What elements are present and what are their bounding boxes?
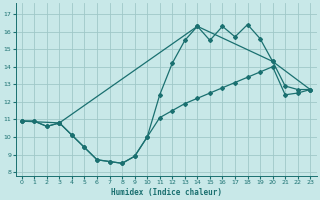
X-axis label: Humidex (Indice chaleur): Humidex (Indice chaleur) <box>110 188 221 197</box>
